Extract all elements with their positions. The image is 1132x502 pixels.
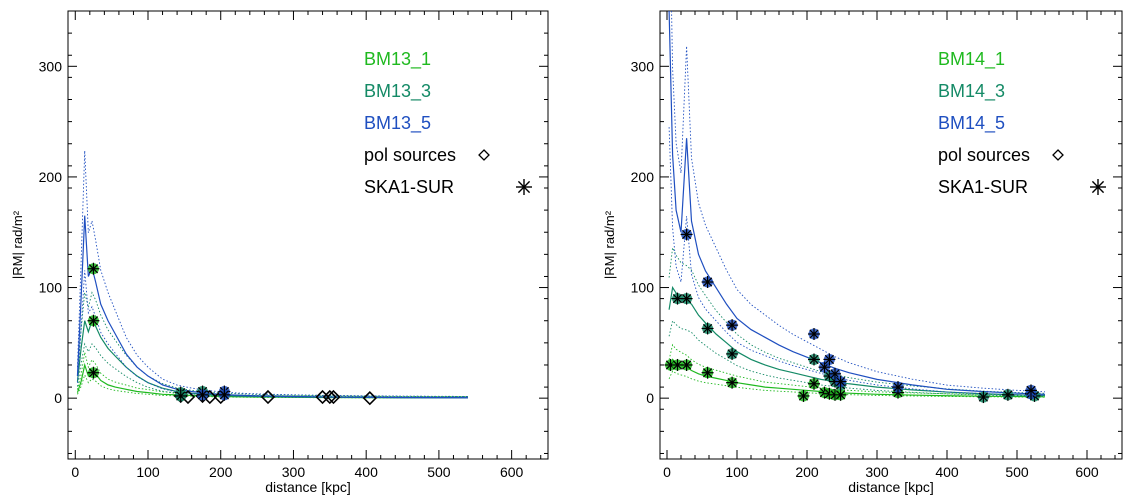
ska-marker (219, 390, 229, 400)
x-tick-label: 0 (663, 464, 671, 480)
ska-marker (681, 360, 692, 370)
ska-marker (835, 376, 846, 387)
y-tick-label: 0 (646, 390, 654, 406)
x-tick-label: 300 (282, 464, 306, 480)
ska-marker (798, 391, 809, 401)
ska-marker (727, 320, 737, 330)
legend-entry: SKA1-SUR (938, 177, 1028, 197)
series-lower-dotted (77, 342, 469, 399)
x-tick-label: 0 (71, 464, 79, 480)
plot-data (76, 150, 469, 406)
ska-marker (702, 323, 713, 334)
x-tick-label: 600 (500, 464, 524, 480)
series-lower-dotted (668, 319, 1046, 397)
series-upper-dotted (77, 150, 469, 397)
legend-entry: SKA1-SUR (364, 177, 454, 197)
ska-marker (88, 264, 99, 274)
y-axis-label: |RM| rad/m² (602, 210, 617, 279)
ska-marker (727, 349, 737, 359)
y-tick-label: 0 (54, 390, 62, 406)
legend-entry: BM13_5 (364, 113, 431, 134)
ska-marker (1026, 385, 1036, 396)
legend-entry: BM14_5 (938, 113, 1005, 134)
pol-source-marker (322, 389, 337, 405)
series-upper-dotted (668, 246, 1046, 394)
ska-marker (824, 354, 835, 365)
ska-marker (809, 354, 819, 365)
legend-entry: BM13_3 (364, 81, 431, 102)
x-tick-label: 200 (209, 464, 233, 480)
pol-source-marker (260, 389, 276, 405)
series-lower-dotted (77, 270, 469, 399)
x-tick-label: 500 (1005, 464, 1029, 480)
series-line-BM13_3 (76, 319, 469, 399)
series-line-BM13_1 (76, 362, 468, 399)
legend-entry: pol sources (938, 145, 1030, 165)
ska-marker (672, 293, 683, 304)
ska-marker (830, 369, 840, 379)
x-tick-label: 400 (355, 464, 379, 480)
series-line-BM14_1 (668, 358, 1046, 398)
series-line-BM14_5 (668, 11, 1046, 395)
legend-diamond-symbol (1052, 149, 1064, 161)
plot-frame (659, 10, 1123, 460)
x-axis-label: distance [kpc] (848, 479, 934, 495)
series-lower-dotted (668, 127, 1046, 396)
y-axis-label: |RM| rad/m² (10, 210, 25, 279)
y-tick-label: 300 (631, 58, 655, 74)
ska-marker (809, 379, 819, 389)
legend-diamond-symbol (478, 149, 490, 161)
ska-marker (88, 316, 99, 326)
series-upper-dotted (671, 11, 1046, 393)
ska-marker (1003, 390, 1013, 400)
y-tick-label: 200 (39, 169, 63, 185)
pol-source-marker (362, 391, 377, 406)
x-tick-label: 400 (935, 464, 959, 480)
series-upper-dotted (77, 291, 469, 398)
x-tick-label: 100 (725, 464, 749, 480)
x-axis-label: distance [kpc] (265, 479, 351, 495)
plot-data (664, 11, 1046, 404)
x-tick-label: 500 (427, 464, 451, 480)
legend-asterisk-symbol (1091, 180, 1105, 194)
legend-entry: BM14_1 (938, 49, 1005, 70)
ska-marker (809, 329, 819, 339)
pol-source-marker (326, 389, 341, 405)
ska-marker (681, 293, 692, 304)
ska-marker (835, 390, 846, 400)
ska-marker (176, 391, 186, 401)
x-tick-label: 300 (865, 464, 889, 480)
ska-marker (88, 368, 99, 378)
y-tick-label: 100 (631, 280, 655, 296)
x-tick-label: 100 (136, 464, 160, 480)
y-tick-label: 100 (39, 280, 63, 296)
ska-marker (197, 390, 208, 400)
legend-entry: pol sources (364, 145, 456, 165)
y-tick-label: 300 (39, 58, 63, 74)
ska-marker (893, 382, 903, 392)
ska-marker (702, 368, 713, 378)
y-tick-label: 200 (631, 169, 655, 185)
ska-marker (702, 277, 713, 287)
ska-marker (727, 378, 737, 388)
series-lower-dotted (77, 373, 468, 399)
series-line-BM14_3 (668, 285, 1046, 396)
legend-asterisk-symbol (517, 180, 531, 194)
x-tick-label: 200 (795, 464, 819, 480)
ska-marker (681, 229, 692, 240)
legend-entry: BM14_3 (938, 81, 1005, 102)
legend-entry: BM13_1 (364, 49, 431, 70)
series-line-BM13_5 (76, 215, 469, 399)
x-tick-label: 600 (1075, 464, 1099, 480)
series-upper-dotted (668, 343, 1046, 396)
ska-marker (672, 360, 683, 370)
ska-marker (978, 392, 989, 402)
